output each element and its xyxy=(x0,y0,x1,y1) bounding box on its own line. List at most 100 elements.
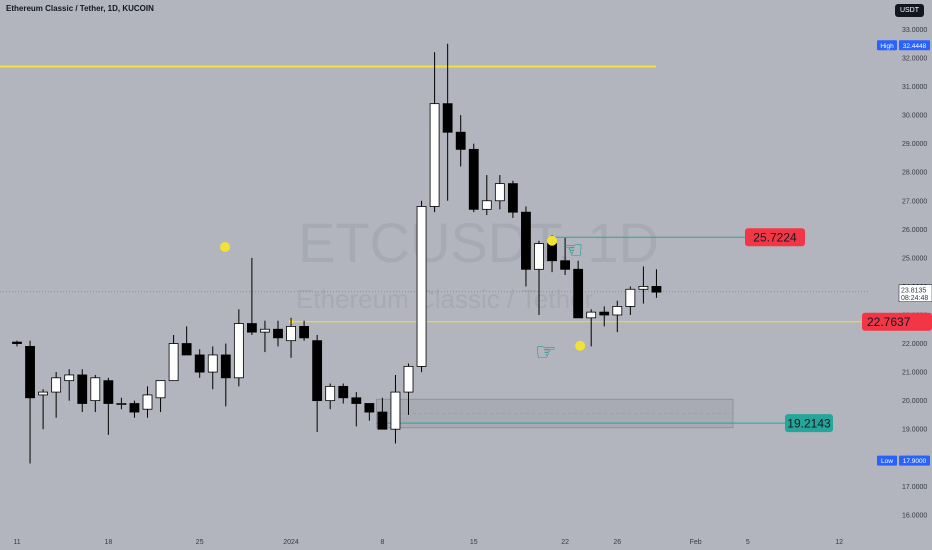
high-label-bg xyxy=(899,40,930,51)
candle-body xyxy=(599,311,610,316)
price-tick-label: 20.0000 xyxy=(902,398,927,405)
candle xyxy=(455,115,466,167)
candle xyxy=(338,383,349,404)
candle xyxy=(51,372,62,418)
candle xyxy=(625,286,636,315)
candle xyxy=(651,269,662,298)
candle xyxy=(351,392,362,427)
last-price-countdown: 08:24:48 xyxy=(901,295,928,302)
candle-body xyxy=(416,206,427,367)
candle-body xyxy=(64,374,75,382)
candle xyxy=(390,374,401,444)
pointing-hand-right-icon: ☞ xyxy=(535,339,557,366)
candle xyxy=(312,334,323,433)
candle-body xyxy=(638,286,649,290)
low-label-bg xyxy=(899,455,930,466)
candle-body xyxy=(377,411,388,430)
candle xyxy=(25,340,35,464)
price-axis[interactable]: 16.000017.000018.000019.000020.000021.00… xyxy=(868,0,932,550)
candle-body xyxy=(273,328,283,339)
candle xyxy=(77,369,88,413)
candle-body xyxy=(116,403,127,405)
resistance-text: 25.7224 xyxy=(753,231,797,245)
candle-body xyxy=(77,374,88,404)
candle xyxy=(429,52,440,213)
candle xyxy=(599,306,610,327)
time-axis[interactable]: 11 18 25 2024 8 15 22 26 Feb 5 12 xyxy=(13,539,843,546)
candle-body xyxy=(129,403,140,413)
candle-body xyxy=(455,131,466,150)
high-label-tag: High xyxy=(877,40,897,51)
candle xyxy=(521,206,531,287)
low-label-tag: Low xyxy=(877,455,897,466)
support-mid-text: 22.7637 xyxy=(867,315,911,329)
annotation-icons: ☜☞ xyxy=(220,235,586,366)
candle-body xyxy=(560,260,570,270)
currency-button[interactable]: USDT xyxy=(894,4,924,17)
candle-body xyxy=(586,311,597,319)
candle-body xyxy=(12,341,22,344)
candle-body xyxy=(338,385,349,399)
resistance-bg xyxy=(745,228,805,247)
candle-body xyxy=(429,103,440,207)
candle xyxy=(442,43,453,201)
candle xyxy=(325,383,336,410)
candle xyxy=(260,320,270,353)
price-tick-label: 16.0000 xyxy=(902,512,927,519)
candle xyxy=(416,200,427,373)
price-tick-label: 31.0000 xyxy=(902,84,927,91)
candle xyxy=(168,334,179,382)
time-tick-label: Feb xyxy=(690,539,702,546)
candle-body xyxy=(25,345,35,399)
high-label-tag-text: High xyxy=(880,43,894,50)
price-tick-label: 28.0000 xyxy=(902,170,927,177)
price-tick-label: 19.0000 xyxy=(902,427,927,434)
price-tick-label: 21.0000 xyxy=(902,370,927,377)
candle-body xyxy=(260,328,270,333)
candle xyxy=(38,389,48,430)
drawing-overlays xyxy=(0,65,868,429)
support-low-label: 19.2143 xyxy=(785,414,833,433)
last-price-bg xyxy=(898,284,932,302)
candle-body xyxy=(521,211,531,270)
price-tick-label: 17.0000 xyxy=(902,484,927,491)
resistance-label: 25.7224 xyxy=(745,228,805,247)
candle xyxy=(377,397,388,430)
watermark-ticker: ETCUSDT, 1D xyxy=(298,211,659,274)
candle-body xyxy=(547,243,557,262)
candle xyxy=(155,380,166,413)
candle-body xyxy=(390,391,401,430)
candle-body xyxy=(51,377,62,393)
candle xyxy=(103,377,114,435)
candle xyxy=(64,369,75,401)
candle-body xyxy=(142,394,153,410)
time-tick-label: 25 xyxy=(196,539,204,546)
pointing-hand-left-icon: ☜ xyxy=(562,237,584,264)
candle xyxy=(481,175,492,216)
candle-body xyxy=(246,323,257,333)
candle xyxy=(220,343,231,407)
candle-body xyxy=(468,148,479,210)
candle xyxy=(207,346,218,390)
candle xyxy=(638,266,649,304)
support-low-text: 19.2143 xyxy=(787,417,831,431)
candle-body xyxy=(299,325,310,339)
candle-body xyxy=(90,377,101,402)
candle xyxy=(468,143,479,213)
price-tick-label: 30.0000 xyxy=(902,113,927,120)
price-tick-label: 29.0000 xyxy=(902,141,927,148)
time-tick-label: 11 xyxy=(13,539,20,546)
candle xyxy=(90,374,101,413)
candle-body xyxy=(651,286,662,293)
candle xyxy=(494,175,505,210)
price-axis-background xyxy=(868,0,932,550)
watermark-name: Ethereum Classic / Tether xyxy=(296,284,594,314)
price-tick-label: 26.0000 xyxy=(902,227,927,234)
low-label-text: 17.9000 xyxy=(903,458,927,465)
time-tick-label: 5 xyxy=(746,539,750,546)
price-tick-label: 25.0000 xyxy=(902,255,927,262)
chart-title: Ethereum Classic / Tether, 1D, KUCOIN xyxy=(6,4,154,13)
